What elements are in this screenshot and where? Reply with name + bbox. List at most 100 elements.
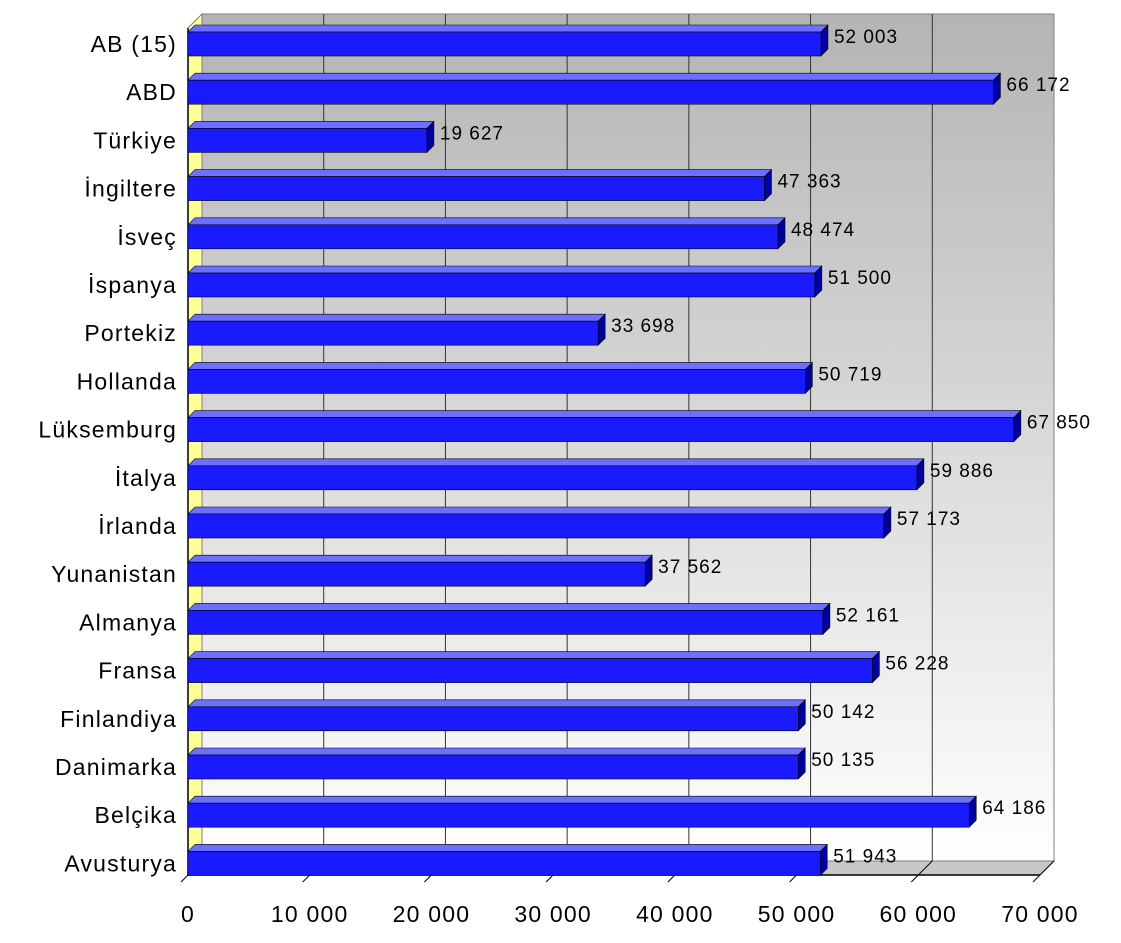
bar-front <box>187 417 1015 442</box>
category-label: Fransa <box>98 658 177 684</box>
bar-top <box>187 362 814 370</box>
bar-top <box>187 458 925 467</box>
data-label: 37 562 <box>658 557 722 578</box>
bar-front <box>187 658 873 683</box>
bar <box>187 217 786 250</box>
data-labels: 52 003 66 172 19 627 47 363 48 474 51 500 33 6… <box>440 27 1091 867</box>
bar-front <box>187 610 824 635</box>
category-label: Belçika <box>94 802 177 828</box>
bar-top <box>187 24 829 33</box>
tick-mark <box>1032 874 1041 883</box>
data-label: 47 363 <box>777 172 841 193</box>
data-label: 50 135 <box>811 750 875 771</box>
x-tick-label: 50 000 <box>758 901 836 927</box>
category-label: İrlanda <box>98 513 177 539</box>
bar-top <box>187 747 806 756</box>
category-label: Finlandiya <box>60 706 177 732</box>
data-label: 59 886 <box>930 461 994 482</box>
data-label: 52 003 <box>834 27 898 48</box>
data-label: 50 719 <box>818 364 882 385</box>
data-label: 64 186 <box>982 798 1046 819</box>
bar <box>187 409 1022 443</box>
tick-mark <box>667 874 676 883</box>
x-tick-label: 40 000 <box>636 901 714 927</box>
bar-top <box>187 699 807 708</box>
bar <box>187 168 773 202</box>
data-label: 52 161 <box>836 605 900 626</box>
bar <box>187 24 829 57</box>
bar-top <box>187 121 435 129</box>
bar-front <box>187 754 799 780</box>
bar <box>187 795 977 828</box>
tick-mark <box>424 874 432 883</box>
category-label: Türkiye <box>93 127 177 153</box>
category-label: AB (15) <box>91 31 177 57</box>
tick-mark <box>180 874 189 883</box>
bar-front <box>187 802 970 828</box>
bar <box>187 265 823 298</box>
data-label: 50 142 <box>811 702 875 723</box>
data-label: 66 172 <box>1006 75 1070 96</box>
category-label: İngiltere <box>84 176 177 202</box>
category-label: İtalya <box>115 465 177 491</box>
floor-tick-line <box>917 860 933 876</box>
bar <box>187 602 831 636</box>
bar-front <box>187 513 885 539</box>
data-label: 51 500 <box>828 268 892 289</box>
bar-front <box>187 706 799 732</box>
bar-front <box>187 320 599 346</box>
bar-top <box>187 651 881 659</box>
bar-front <box>187 79 994 105</box>
data-label: 33 698 <box>611 316 675 337</box>
tick-mark <box>789 874 797 883</box>
floor-tick-line <box>1039 860 1055 876</box>
data-label: 19 627 <box>440 123 504 144</box>
bar-front <box>187 31 822 57</box>
bar-front <box>187 128 428 153</box>
data-label: 48 474 <box>791 220 855 241</box>
tick-mark <box>545 874 554 883</box>
category-label: İspanya <box>88 272 177 298</box>
x-tick-label: 60 000 <box>880 901 958 927</box>
bar-top <box>187 410 1022 418</box>
bar-front <box>187 561 646 587</box>
category-label: Lüksemburg <box>38 417 177 443</box>
x-tick-label: 20 000 <box>393 901 471 927</box>
category-axis: AB (15) ABD Türkiye İngiltere İsveç İspanya Po… <box>38 31 177 876</box>
bar <box>187 120 435 154</box>
bar-top <box>187 795 977 804</box>
data-label: 57 173 <box>897 509 961 530</box>
bar-top <box>187 313 606 322</box>
bar-front <box>187 176 765 201</box>
bar-front <box>187 851 821 876</box>
category-label: Danimarka <box>55 754 177 780</box>
x-tick-label: 0 <box>181 901 195 927</box>
bar <box>187 506 892 539</box>
bar <box>187 699 807 732</box>
value-axis: 0 10 000 20 000 30 000 40 000 50 000 60 000 70 … <box>181 901 1079 927</box>
bar-top <box>187 844 828 852</box>
bar-front <box>187 272 816 298</box>
bar-top <box>187 554 653 563</box>
x-tick-label: 70 000 <box>1001 901 1079 927</box>
data-label: 51 943 <box>833 846 897 867</box>
category-label: Hollanda <box>77 368 177 394</box>
bar <box>187 554 653 587</box>
bar <box>187 458 925 491</box>
data-label: 67 850 <box>1027 413 1091 434</box>
tick-mark <box>910 874 919 883</box>
bar-top <box>187 603 831 611</box>
bar-front <box>187 369 806 394</box>
bar-front <box>187 224 779 250</box>
bar <box>187 747 806 780</box>
bar <box>187 361 814 395</box>
category-label: Portekiz <box>84 320 177 346</box>
category-label: ABD <box>126 79 177 105</box>
bar-top <box>187 72 1002 81</box>
category-label: Avusturya <box>64 850 177 876</box>
bar-top <box>187 217 786 226</box>
category-label: İsveç <box>117 224 177 250</box>
x-tick-label: 30 000 <box>514 901 592 927</box>
bar <box>187 650 881 684</box>
